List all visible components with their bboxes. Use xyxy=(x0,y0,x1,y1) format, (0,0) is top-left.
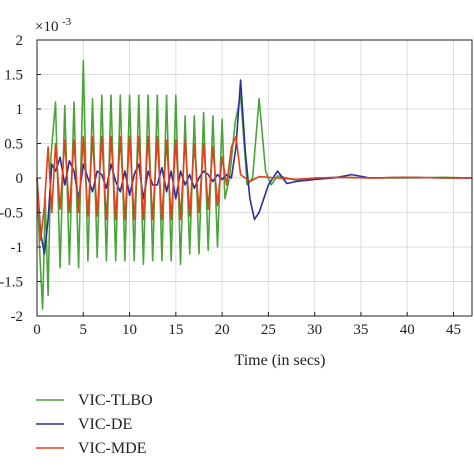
x-tick-label: 5 xyxy=(80,322,88,338)
x-tick-label: 15 xyxy=(168,322,183,338)
legend-item-vic-tlbo: VIC-TLBO xyxy=(36,392,153,409)
x-tick-label: 30 xyxy=(307,322,322,338)
y-tick-label: 1.5 xyxy=(4,68,23,84)
y-tick-label: -2 xyxy=(11,309,24,325)
y-tick-label: 0 xyxy=(16,171,24,187)
y-tick-label: 2 xyxy=(16,33,24,49)
x-tick-label: 40 xyxy=(400,322,415,338)
series-line-vic-tlbo xyxy=(36,59,473,310)
legend-label: VIC-TLBO xyxy=(78,392,153,409)
y-exponent-label: ×10 -3 xyxy=(35,16,72,35)
legend: VIC-TLBO VIC-DE VIC-MDE xyxy=(36,392,153,457)
legend-item-vic-mde: VIC-MDE xyxy=(36,440,146,457)
x-axis-title: Time (in secs) xyxy=(235,352,326,369)
axis-ticks: 0 5 10 15 20 25 30 35 40 45 2 1.5 1 0.5 0 -0.5 -1 -1.5 -2 xyxy=(0,33,461,338)
series-line-vic-mde xyxy=(36,135,472,241)
series-line-vic-de xyxy=(36,79,472,255)
y-tick-label: 1 xyxy=(16,102,24,118)
y-tick-label: -1.5 xyxy=(0,275,23,291)
x-tick-label: 20 xyxy=(215,322,230,338)
legend-label: VIC-MDE xyxy=(78,440,146,457)
series-lines xyxy=(36,59,473,310)
y-exponent-power: -3 xyxy=(62,16,72,28)
y-tick-label: -1 xyxy=(11,240,24,256)
x-tick-label: 35 xyxy=(353,322,368,338)
y-tick-label: -0.5 xyxy=(0,206,23,222)
legend-label: VIC-DE xyxy=(78,416,132,433)
x-tick-label: 0 xyxy=(33,322,41,338)
x-tick-label: 10 xyxy=(122,322,137,338)
y-tick-label: 0.5 xyxy=(4,137,23,153)
x-tick-label: 25 xyxy=(261,322,276,338)
x-tick-label: 45 xyxy=(446,322,461,338)
legend-item-vic-de: VIC-DE xyxy=(36,416,132,433)
y-exponent-base: ×10 xyxy=(35,19,58,35)
